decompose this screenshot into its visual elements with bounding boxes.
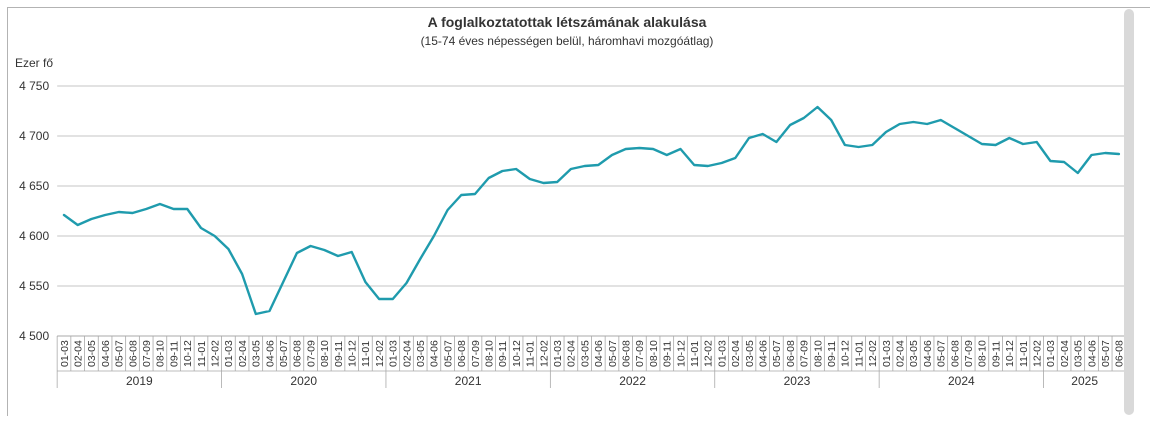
- year-label: 2025: [1071, 374, 1098, 388]
- x-tick-label: 12-02: [538, 340, 550, 367]
- x-tick-label: 06-08: [292, 340, 304, 367]
- x-tick-label: 11-01: [360, 341, 372, 367]
- x-tick-label: 03-05: [86, 340, 98, 367]
- x-tick-label: 09-11: [497, 341, 509, 367]
- chart-subtitle: (15-74 éves népességen belül, háromhavi …: [420, 34, 714, 48]
- x-tick-label: 05-07: [1100, 340, 1112, 367]
- x-tick-label: 05-07: [114, 340, 126, 367]
- x-tick-label: 01-03: [881, 340, 893, 367]
- x-tick-label: 04-06: [264, 340, 276, 367]
- x-tick-label: 03-05: [415, 340, 427, 367]
- year-label: 2024: [948, 374, 975, 388]
- x-tick-label: 04-06: [1086, 340, 1098, 367]
- widget-frame: [7, 7, 1150, 416]
- x-tick-label: 04-06: [593, 340, 605, 367]
- x-tick-label: 12-02: [1032, 340, 1044, 367]
- x-tick-label: 12-02: [374, 340, 386, 367]
- x-tick-label: 01-03: [388, 340, 400, 367]
- x-tick-label: 02-04: [73, 340, 85, 367]
- x-tick-label: 10-12: [511, 340, 523, 367]
- x-tick-label: 07-09: [141, 340, 153, 367]
- x-tick-label: 10-12: [675, 340, 687, 367]
- x-tick-label: 09-11: [990, 341, 1002, 367]
- x-tick-label: 02-04: [895, 340, 907, 367]
- x-tick-label: 06-08: [785, 340, 797, 367]
- x-tick-label: 06-08: [949, 340, 961, 367]
- x-tick-label: 08-10: [812, 340, 824, 367]
- x-tick-label: 11-01: [853, 341, 865, 367]
- x-tick-label: 05-07: [936, 340, 948, 367]
- year-label: 2020: [290, 374, 317, 388]
- employment-series-line: [62, 105, 1121, 316]
- x-tick-label: 06-08: [621, 340, 633, 367]
- x-tick-label: 07-09: [963, 340, 975, 367]
- x-tick-label: 07-09: [634, 340, 646, 367]
- x-tick-label: 09-11: [333, 341, 345, 367]
- x-tick-label: 02-04: [730, 340, 742, 367]
- x-tick-label: 06-08: [456, 340, 468, 367]
- vertical-scrollbar[interactable]: [1124, 9, 1134, 415]
- x-tick-label: 12-02: [210, 340, 222, 367]
- x-tick-label: 05-07: [278, 340, 290, 367]
- year-label: 2022: [619, 374, 646, 388]
- x-tick-label: 04-06: [922, 340, 934, 367]
- y-axis-unit-label: Ezer fő: [15, 56, 54, 70]
- x-tick-label: 12-02: [867, 340, 879, 367]
- x-tick-label: 01-03: [716, 340, 728, 367]
- x-tick-label: 11-01: [689, 341, 701, 367]
- x-tick-label: 07-09: [470, 340, 482, 367]
- x-tick-label: 05-07: [607, 340, 619, 367]
- x-tick-label: 08-10: [648, 340, 660, 367]
- x-tick-label: 03-05: [744, 340, 756, 367]
- x-tick-label: 05-07: [442, 340, 454, 367]
- x-tick-label: 07-09: [799, 340, 811, 367]
- x-tick-label: 09-11: [826, 341, 838, 367]
- x-tick-label: 01-03: [1045, 340, 1057, 367]
- x-tick-label: 01-03: [223, 340, 235, 367]
- x-tick-label: 10-12: [1004, 340, 1016, 367]
- x-tick-label: 04-06: [758, 340, 770, 367]
- x-tick-label: 03-05: [251, 340, 263, 367]
- x-tick-label: 03-05: [908, 340, 920, 367]
- x-tick-label: 05-07: [771, 340, 783, 367]
- x-tick-label: 01-03: [552, 340, 564, 367]
- x-tick-label: 06-08: [1114, 340, 1126, 367]
- x-tick-label: 11-01: [525, 341, 537, 367]
- year-label: 2019: [126, 374, 153, 388]
- x-tick-label: 03-05: [579, 340, 591, 367]
- x-tick-label: 02-04: [1059, 340, 1071, 367]
- chart-title: A foglalkoztatottak létszámának alakulás…: [427, 14, 707, 30]
- x-tick-label: 09-11: [662, 341, 674, 367]
- y-tick-label: 4 700: [19, 129, 49, 143]
- year-label: 2021: [455, 374, 482, 388]
- x-tick-label: 06-08: [127, 340, 139, 367]
- x-tick-label: 11-01: [1018, 341, 1030, 367]
- y-tick-label: 4 500: [19, 329, 49, 343]
- x-tick-label: 03-05: [1073, 340, 1085, 367]
- x-tick-label: 04-06: [100, 340, 112, 367]
- x-tick-label: 12-02: [703, 340, 715, 367]
- x-tick-label: 10-12: [347, 340, 359, 367]
- x-tick-label: 08-10: [319, 340, 331, 367]
- year-label: 2023: [784, 374, 811, 388]
- x-tick-label: 10-12: [840, 340, 852, 367]
- x-tick-label: 02-04: [566, 340, 578, 367]
- x-tick-label: 10-12: [182, 340, 194, 367]
- x-tick-label: 02-04: [237, 340, 249, 367]
- y-tick-label: 4 750: [19, 79, 49, 93]
- x-tick-label: 07-09: [305, 340, 317, 367]
- x-tick-label: 09-11: [168, 341, 180, 367]
- y-tick-label: 4 650: [19, 179, 49, 193]
- x-tick-label: 11-01: [196, 341, 208, 367]
- x-tick-label: 02-04: [401, 340, 413, 367]
- x-tick-label: 08-10: [484, 340, 496, 367]
- x-tick-label: 04-06: [429, 340, 441, 367]
- y-tick-label: 4 600: [19, 229, 49, 243]
- x-tick-label: 08-10: [977, 340, 989, 367]
- x-tick-label: 01-03: [59, 340, 71, 367]
- y-tick-label: 4 550: [19, 279, 49, 293]
- x-tick-label: 08-10: [155, 340, 167, 367]
